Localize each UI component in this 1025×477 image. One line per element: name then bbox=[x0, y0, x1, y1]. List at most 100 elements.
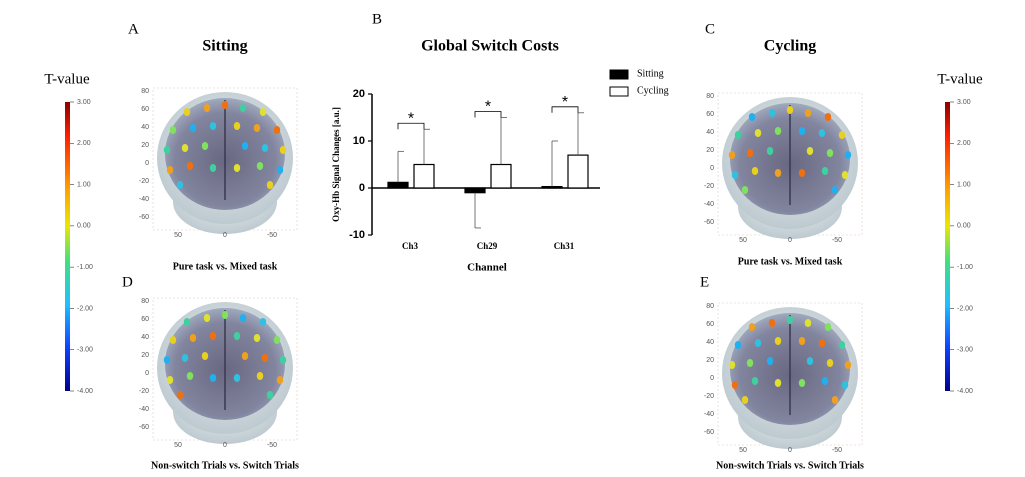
colorbar-title: T-value bbox=[937, 71, 983, 87]
brain-y-tick-label: 20 bbox=[706, 357, 714, 364]
panel-caption: Non-switch Trials vs. Switch Trials bbox=[151, 460, 299, 471]
channel-dot bbox=[731, 381, 739, 389]
channel-dot bbox=[774, 337, 782, 345]
channel-dot bbox=[233, 164, 241, 172]
brain-x-tick-label: 50 bbox=[739, 237, 747, 244]
channel-dot bbox=[166, 166, 174, 174]
channel-dot bbox=[221, 311, 229, 319]
channel-dot bbox=[209, 164, 217, 172]
colorbar-tick-label: 3.00 bbox=[77, 99, 91, 106]
x-tick-label: Ch31 bbox=[554, 241, 575, 251]
brain-y-tick-label: -60 bbox=[139, 214, 149, 221]
colorbar bbox=[65, 102, 70, 391]
panel-caption: Pure task vs. Mixed task bbox=[738, 256, 843, 267]
brain-y-tick-label: -20 bbox=[704, 183, 714, 190]
brain-x-tick-label: -50 bbox=[267, 232, 277, 239]
brain-x-tick-label: -50 bbox=[832, 237, 842, 244]
brain-y-tick-label: -40 bbox=[139, 196, 149, 203]
channel-dot bbox=[754, 339, 762, 347]
brain-x-tick-label: 0 bbox=[788, 447, 792, 454]
significance-bracket bbox=[397, 122, 425, 130]
channel-dot bbox=[826, 149, 834, 157]
brain-y-tick-label: 80 bbox=[141, 298, 149, 305]
channel-dot bbox=[266, 181, 274, 189]
brain-y-tick-label: -60 bbox=[704, 219, 714, 226]
panel-letter: E bbox=[700, 274, 709, 290]
channel-dot bbox=[209, 122, 217, 130]
brain-y-tick-label: 40 bbox=[141, 124, 149, 131]
x-tick-label: Ch29 bbox=[477, 241, 498, 251]
significance-label: * bbox=[562, 94, 568, 111]
colorbar-tick-label: -4.00 bbox=[957, 388, 973, 395]
brain-y-tick-label: 80 bbox=[141, 88, 149, 95]
brain-y-tick-label: -40 bbox=[704, 201, 714, 208]
channel-dot bbox=[201, 142, 209, 150]
channel-dot bbox=[804, 109, 812, 117]
significance-bracket bbox=[474, 111, 502, 118]
legend-swatch bbox=[609, 69, 629, 80]
channel-dot bbox=[766, 147, 774, 155]
significance-bracket bbox=[551, 106, 579, 113]
colorbar bbox=[945, 102, 950, 391]
brain-y-tick-label: 40 bbox=[141, 334, 149, 341]
channel-dot bbox=[239, 104, 247, 112]
x-axis-label: Channel bbox=[467, 262, 507, 274]
y-tick-label: 0 bbox=[359, 182, 365, 194]
significance-label: * bbox=[485, 99, 491, 116]
channel-dot bbox=[741, 396, 749, 404]
brain-y-tick-label: -60 bbox=[704, 429, 714, 436]
channel-dot bbox=[786, 106, 794, 114]
bar bbox=[387, 181, 409, 189]
brain-y-tick-label: 60 bbox=[706, 111, 714, 118]
channel-dot bbox=[844, 361, 852, 369]
brain-y-tick-label: -60 bbox=[139, 424, 149, 431]
channel-dot bbox=[273, 126, 281, 134]
panel-caption: Non-switch Trials vs. Switch Trials bbox=[716, 460, 864, 471]
channel-dot bbox=[798, 337, 806, 345]
brain-x-tick-label: 50 bbox=[174, 442, 182, 449]
channel-dot bbox=[774, 169, 782, 177]
brain-y-tick-label: 20 bbox=[706, 147, 714, 154]
channel-dot bbox=[774, 379, 782, 387]
brain-y-tick-label: 60 bbox=[141, 106, 149, 113]
brain-y-tick-label: 20 bbox=[141, 142, 149, 149]
y-axis-label: Oxy-Hb Signal Changes [a.u.] bbox=[331, 107, 341, 222]
channel-dot bbox=[841, 381, 849, 389]
bar bbox=[490, 163, 512, 189]
channel-dot bbox=[276, 166, 284, 174]
channel-dot bbox=[748, 323, 756, 331]
channel-dot bbox=[176, 391, 184, 399]
channel-dot bbox=[824, 113, 832, 121]
channel-dot bbox=[844, 151, 852, 159]
channel-dot bbox=[831, 396, 839, 404]
channel-dot bbox=[261, 354, 269, 362]
brain-y-tick-label: -20 bbox=[139, 178, 149, 185]
channel-dot bbox=[176, 181, 184, 189]
channel-dot bbox=[259, 318, 267, 326]
colorbar-tick-label: -1.00 bbox=[77, 264, 93, 271]
channel-dot bbox=[166, 376, 174, 384]
channel-dot bbox=[203, 314, 211, 322]
channel-dot bbox=[169, 336, 177, 344]
colorbar-tick-label: -1.00 bbox=[957, 264, 973, 271]
channel-dot bbox=[273, 336, 281, 344]
y-tick-label: -10 bbox=[349, 229, 365, 241]
channel-dot bbox=[261, 144, 269, 152]
legend-swatch bbox=[609, 86, 629, 97]
channel-dot bbox=[786, 316, 794, 324]
channel-dot bbox=[279, 146, 287, 154]
channel-dot bbox=[163, 146, 171, 154]
x-tick-label: Ch3 bbox=[402, 241, 419, 251]
channel-dot bbox=[241, 352, 249, 360]
brain-y-tick-label: 80 bbox=[706, 303, 714, 310]
brain-y-tick-label: 60 bbox=[706, 321, 714, 328]
colorbar-tick-label: -3.00 bbox=[957, 347, 973, 354]
bar bbox=[413, 163, 435, 189]
colorbar-tick-label: -2.00 bbox=[77, 305, 93, 312]
bar bbox=[541, 185, 563, 189]
channel-dot bbox=[233, 332, 241, 340]
channel-dot bbox=[798, 127, 806, 135]
panel-title: Sitting bbox=[202, 38, 247, 55]
channel-dot bbox=[768, 109, 776, 117]
